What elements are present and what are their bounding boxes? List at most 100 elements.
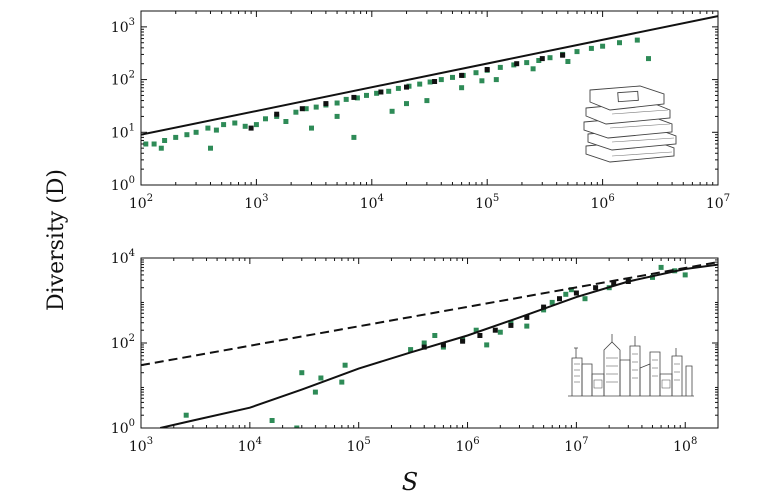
binned-point: [459, 72, 465, 78]
data-point: [162, 138, 168, 143]
data-point: [408, 347, 414, 353]
binned-point: [421, 344, 427, 350]
binned-point: [477, 333, 483, 338]
data-point: [479, 78, 485, 84]
data-point: [427, 79, 433, 85]
plot-area: [141, 15, 718, 151]
y-axis-label: Diversity (D): [44, 169, 69, 311]
data-point: [364, 92, 369, 98]
data-point: [682, 272, 688, 278]
data-point: [158, 145, 164, 151]
data-point: [143, 141, 149, 147]
binned-point: [351, 94, 357, 100]
data-point: [343, 96, 349, 102]
data-point: [269, 418, 275, 423]
data-point: [658, 264, 664, 270]
data-point: [283, 119, 289, 124]
data-point: [395, 85, 401, 91]
data-point: [208, 145, 213, 151]
top-panel: 102 103 104 105 106 107 100 101 102 103: [111, 10, 730, 212]
data-point: [339, 379, 345, 385]
x-tick-label: 105: [347, 436, 371, 455]
data-point: [205, 125, 211, 131]
data-point: [184, 132, 190, 138]
x-tick-label: 106: [590, 193, 614, 212]
data-point: [263, 116, 268, 122]
data-point: [293, 109, 299, 115]
data-point: [541, 307, 547, 313]
x-tick-label: 107: [564, 436, 588, 455]
plot-area: [141, 261, 718, 428]
binned-point: [248, 125, 254, 131]
data-point: [484, 342, 490, 348]
y-tick-label: 102: [111, 333, 135, 352]
data-point: [582, 296, 588, 302]
data-point: [294, 425, 300, 428]
data-point: [213, 127, 219, 133]
data-point: [650, 274, 655, 280]
data-point: [508, 320, 514, 326]
data-point: [497, 329, 503, 335]
binned-point: [514, 61, 520, 67]
dashed-fit-line: [141, 261, 718, 367]
data-point: [334, 100, 340, 106]
binned-point: [611, 281, 617, 287]
binned-point: [440, 342, 446, 348]
data-point: [173, 134, 179, 140]
data-point: [193, 129, 199, 135]
data-point: [303, 106, 309, 112]
data-point: [450, 74, 455, 80]
data-point: [334, 113, 340, 119]
data-point: [524, 60, 530, 66]
data-point: [432, 333, 438, 338]
x-tick-label: 107: [706, 193, 730, 212]
fit-line: [159, 263, 718, 428]
x-tick-label: 103: [129, 436, 153, 455]
binned-point: [378, 89, 384, 95]
data-point: [404, 101, 409, 107]
x-tick-label: 108: [673, 436, 697, 455]
data-point: [574, 49, 580, 55]
data-point: [565, 59, 571, 64]
x-tick-label: 106: [455, 436, 479, 455]
city-skyline-icon: [568, 334, 694, 397]
data-point: [354, 95, 360, 101]
data-point: [417, 81, 423, 87]
binned-point: [492, 327, 498, 333]
data-point: [183, 412, 189, 418]
data-point: [530, 66, 536, 72]
binned-point: [539, 56, 545, 62]
binned-point: [299, 106, 305, 112]
data-point: [421, 340, 427, 346]
data-point: [232, 120, 238, 126]
axes-frame: [140, 10, 719, 186]
data-point: [459, 85, 465, 91]
data-point: [511, 62, 517, 68]
y-tick-label: 102: [111, 70, 135, 89]
data-point: [424, 98, 430, 104]
y-tick-label: 104: [111, 248, 135, 267]
data-point: [617, 40, 622, 46]
data-point: [313, 104, 319, 110]
data-point: [299, 370, 305, 376]
binned-point: [557, 296, 562, 302]
data-point: [342, 362, 348, 368]
data-point: [473, 70, 479, 76]
data-point: [600, 43, 606, 49]
data-point: [473, 327, 479, 333]
data-point: [151, 141, 157, 147]
binned-point: [432, 79, 438, 84]
data-point: [318, 375, 324, 381]
x-tick-label: 104: [238, 436, 262, 455]
data-point: [312, 389, 318, 395]
x-tick-label: 104: [360, 193, 384, 212]
data-point: [547, 55, 553, 61]
binned-point: [274, 111, 280, 117]
binned-point: [460, 338, 466, 344]
data-point: [351, 134, 357, 140]
data-point: [524, 323, 530, 329]
data-point: [253, 122, 259, 128]
data-point: [438, 77, 444, 83]
x-tick-label: 105: [475, 193, 499, 212]
